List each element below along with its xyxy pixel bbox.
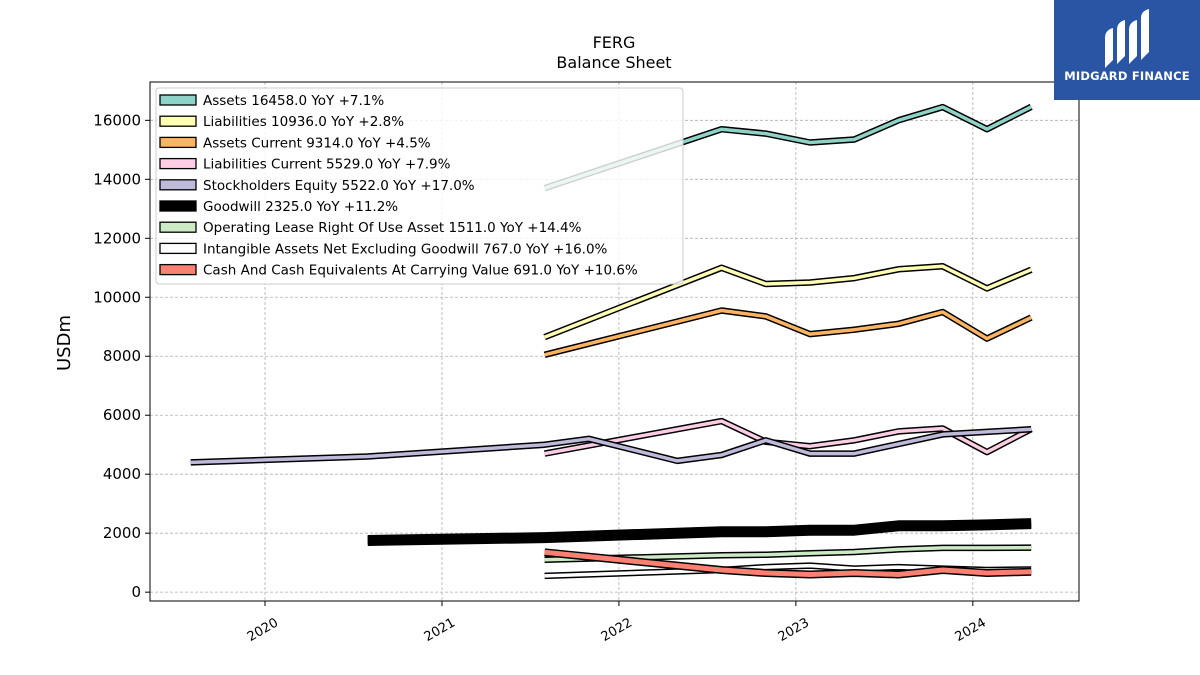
series-line — [544, 549, 1032, 577]
y-tick-label: 4000 — [103, 465, 141, 483]
series-6 — [544, 544, 1032, 563]
chart-title: FERG — [593, 33, 636, 52]
legend-swatch — [159, 221, 197, 233]
y-tick-label: 16000 — [93, 111, 141, 129]
logo-mark-icon — [1105, 9, 1149, 68]
legend-label: Liabilities Current 5529.0 YoY +7.9% — [203, 157, 451, 173]
series-line — [544, 308, 1032, 357]
series-1 — [543, 263, 1033, 341]
series-2 — [543, 307, 1033, 358]
series-line — [543, 264, 1032, 339]
series-line — [190, 427, 1032, 465]
y-tick-label: 14000 — [93, 170, 141, 188]
y-tick-label: 0 — [131, 583, 141, 601]
legend-swatch — [159, 179, 197, 191]
y-tick-label: 2000 — [103, 524, 141, 542]
legend-swatch — [159, 242, 197, 255]
y-tick-label: 6000 — [103, 406, 141, 424]
legend-box — [155, 87, 684, 285]
plot-frame — [149, 81, 1080, 602]
y-tick-label: 10000 — [93, 288, 141, 306]
legend-label: Goodwill 2325.0 YoY +11.2% — [203, 199, 398, 215]
series-4 — [190, 426, 1032, 466]
legend-swatch — [159, 94, 197, 106]
legend-swatch — [159, 136, 197, 149]
legend-label: Intangible Assets Net Excluding Goodwill… — [203, 241, 608, 257]
logo-text: MIDGARD FINANCE — [1064, 69, 1190, 83]
legend-swatch — [159, 157, 197, 170]
y-axis-label: USDm — [54, 315, 75, 371]
legend-label: Cash And Cash Equivalents At Carrying Va… — [203, 263, 638, 279]
series-8 — [544, 548, 1032, 579]
series-0 — [543, 103, 1033, 192]
legend: Assets 16458.0 YoY +7.1% Liabilities 1093… — [155, 87, 684, 285]
chart-subtitle: Balance Sheet — [556, 53, 671, 72]
y-tick-label: 8000 — [103, 347, 141, 365]
legend-swatch — [159, 200, 197, 212]
legend-swatch — [159, 263, 197, 276]
series-5 — [367, 518, 1032, 546]
series-line — [367, 519, 1032, 545]
series-line — [544, 545, 1032, 562]
y-tick-label: 12000 — [93, 229, 141, 247]
legend-label: Assets Current 9314.0 YoY +4.5% — [203, 135, 431, 151]
y-axis: 0 2000 4000 6000 8000 10000 12000 14000 16000 — [93, 111, 150, 601]
legend-swatch — [159, 115, 197, 127]
legend-label: Stockholders Equity 5522.0 YoY +17.0% — [203, 178, 475, 194]
series-group — [190, 103, 1033, 580]
brand-logo: MIDGARD FINANCE — [1054, 0, 1200, 100]
series-line — [544, 105, 1032, 190]
legend-label: Liabilities 10936.0 YoY +2.8% — [203, 114, 404, 130]
legend-label: Assets 16458.0 YoY +7.1% — [203, 93, 384, 109]
series-3 — [544, 417, 1033, 457]
legend-label: Operating Lease Right Of Use Asset 1511.… — [203, 220, 582, 236]
series-line — [544, 419, 1033, 456]
